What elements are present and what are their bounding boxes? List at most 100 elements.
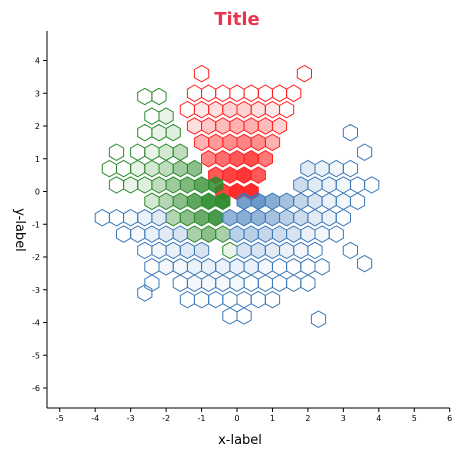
blue-hex	[307, 208, 323, 227]
green-hex	[222, 241, 238, 260]
red-hex	[186, 84, 203, 103]
red-hex	[215, 150, 231, 168]
blue-hex	[215, 258, 231, 276]
green-hex	[215, 192, 231, 211]
blue-hex	[208, 290, 224, 309]
blue-hex	[328, 159, 344, 178]
y-tick-label: -2	[32, 253, 40, 262]
green-series	[101, 87, 238, 260]
green-hex	[108, 176, 125, 194]
blue-hex	[293, 208, 309, 227]
blue-hex	[250, 241, 266, 260]
red-hex	[243, 84, 259, 103]
blue-hex	[151, 208, 167, 227]
blue-hex	[222, 290, 238, 309]
green-hex	[165, 123, 181, 142]
y-tick-label: 3	[35, 89, 40, 98]
red-hex	[193, 100, 210, 119]
red-hex	[201, 150, 217, 168]
y-tick-label: -1	[32, 220, 40, 229]
red-hex	[286, 84, 302, 103]
red-hex	[243, 150, 259, 168]
blue-hex	[179, 241, 195, 260]
red-hex	[264, 100, 281, 119]
green-hex	[151, 123, 167, 142]
chart-title: Title	[214, 9, 259, 30]
blue-hex	[236, 192, 252, 211]
blue-hex	[172, 274, 188, 292]
x-tick-label: 4	[376, 414, 381, 423]
y-tick-label: -6	[32, 384, 40, 393]
blue-hex	[321, 208, 337, 227]
red-hex	[236, 100, 252, 119]
green-hex	[158, 159, 174, 178]
blue-hex	[286, 274, 302, 292]
red-hex	[257, 117, 273, 135]
blue-hex	[314, 258, 330, 276]
blue-hex	[335, 176, 351, 194]
red-hex	[296, 64, 312, 83]
red-hex	[193, 133, 210, 152]
red-hex	[243, 117, 259, 135]
hex-layer	[94, 64, 380, 328]
blue-hex	[357, 143, 373, 161]
blue-hex	[158, 258, 174, 276]
green-hex	[179, 176, 195, 194]
red-hex	[279, 100, 295, 119]
red-hex	[236, 166, 252, 184]
green-hex	[144, 143, 160, 161]
blue-hex	[179, 290, 195, 309]
red-hex	[208, 133, 224, 152]
blue-hex	[123, 208, 139, 227]
blue-hex	[108, 208, 125, 227]
green-hex	[144, 192, 160, 211]
blue-hex	[321, 192, 337, 211]
green-hex	[165, 176, 181, 194]
y-tick-label: 4	[35, 57, 40, 66]
blue-hex	[286, 225, 302, 243]
y-tick-label: -4	[32, 319, 40, 328]
x-tick-label: 0	[234, 414, 239, 423]
green-hex	[137, 87, 153, 106]
blue-hex	[236, 290, 252, 309]
blue-hex	[236, 208, 252, 227]
red-hex	[215, 117, 231, 135]
red-hex	[271, 117, 288, 135]
red-hex	[250, 133, 266, 152]
blue-hex	[229, 258, 245, 276]
red-hex	[186, 117, 203, 135]
green-hex	[186, 159, 203, 178]
blue-hex	[193, 241, 210, 260]
blue-hex	[279, 192, 295, 211]
x-tick-label: 6	[447, 414, 452, 423]
blue-hex	[236, 307, 252, 325]
red-hex	[222, 100, 238, 119]
axes: -5 -4 -3 -2 -1 0 1 2 3 4 5 6 4 3 2 1 0 -1 -2 -3 -4 -5 -6	[32, 31, 452, 423]
red-hex	[229, 84, 245, 103]
green-hex	[116, 159, 132, 178]
x-tick-label: -2	[162, 414, 170, 423]
x-tick-label: 5	[412, 414, 417, 423]
green-hex	[130, 143, 146, 161]
blue-hex	[271, 274, 288, 292]
red-hex	[264, 133, 281, 152]
green-hex	[158, 192, 174, 211]
blue-hex	[243, 274, 259, 292]
green-hex	[172, 143, 188, 161]
x-tick-label: 2	[305, 414, 310, 423]
red-hex	[201, 117, 217, 135]
blue-hex	[165, 241, 181, 260]
blue-hex	[264, 241, 281, 260]
blue-hex	[151, 241, 167, 260]
blue-hex	[250, 208, 266, 227]
red-hex	[257, 84, 273, 103]
y-tick-label: 0	[35, 188, 40, 197]
blue-hex	[335, 192, 351, 211]
blue-hex	[342, 159, 358, 178]
blue-hex	[250, 192, 266, 211]
green-hex	[208, 208, 224, 227]
blue-hex	[257, 225, 273, 243]
blue-hex	[137, 241, 153, 260]
green-hex	[208, 176, 224, 194]
blue-hex	[328, 225, 344, 243]
